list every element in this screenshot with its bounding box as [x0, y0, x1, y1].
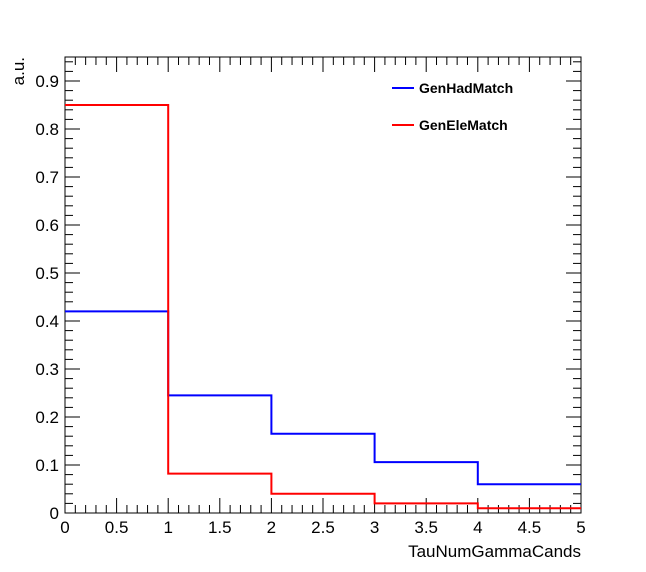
y-tick-label: 0.9	[35, 72, 59, 91]
y-tick-label: 0.8	[35, 120, 59, 139]
x-tick-label: 4	[473, 518, 482, 537]
y-tick-label: 0	[50, 504, 59, 523]
x-tick-label: 2	[267, 518, 276, 537]
y-tick-label: 0.5	[35, 264, 59, 283]
y-axis-title: a.u.	[9, 57, 28, 85]
x-tick-label: 0.5	[105, 518, 129, 537]
x-axis-title: TauNumGammaCands	[408, 542, 581, 561]
x-tick-label: 3.5	[414, 518, 438, 537]
x-tick-label: 1	[163, 518, 172, 537]
x-tick-label: 1.5	[208, 518, 232, 537]
y-tick-label: 0.1	[35, 456, 59, 475]
y-tick-label: 0.4	[35, 312, 59, 331]
x-tick-label: 2.5	[311, 518, 335, 537]
y-tick-label: 0.7	[35, 168, 59, 187]
y-tick-label: 0.3	[35, 360, 59, 379]
legend: GenHadMatch GenEleMatch	[392, 80, 513, 133]
legend-label: GenEleMatch	[419, 117, 508, 133]
x-tick-label: 0	[60, 518, 69, 537]
x-tick-label: 3	[370, 518, 379, 537]
y-axis-ticks: 0 0.1 0.2 0.3 0.4 0.5 0.6 0.7 0.8 0.9	[35, 61, 581, 523]
y-tick-label: 0.6	[35, 216, 59, 235]
series-line-GenHadMatch	[65, 310, 581, 486]
legend-label: GenHadMatch	[419, 80, 513, 96]
x-tick-label: 5	[576, 518, 585, 537]
y-tick-label: 0.2	[35, 408, 59, 427]
series-layer	[65, 104, 581, 510]
x-tick-label: 4.5	[518, 518, 542, 537]
series-line-GenEleMatch	[65, 104, 581, 510]
x-axis-ticks: 0 0.5 1 1.5 2 2.5 3 3.5 4 4.5 5	[60, 57, 586, 537]
